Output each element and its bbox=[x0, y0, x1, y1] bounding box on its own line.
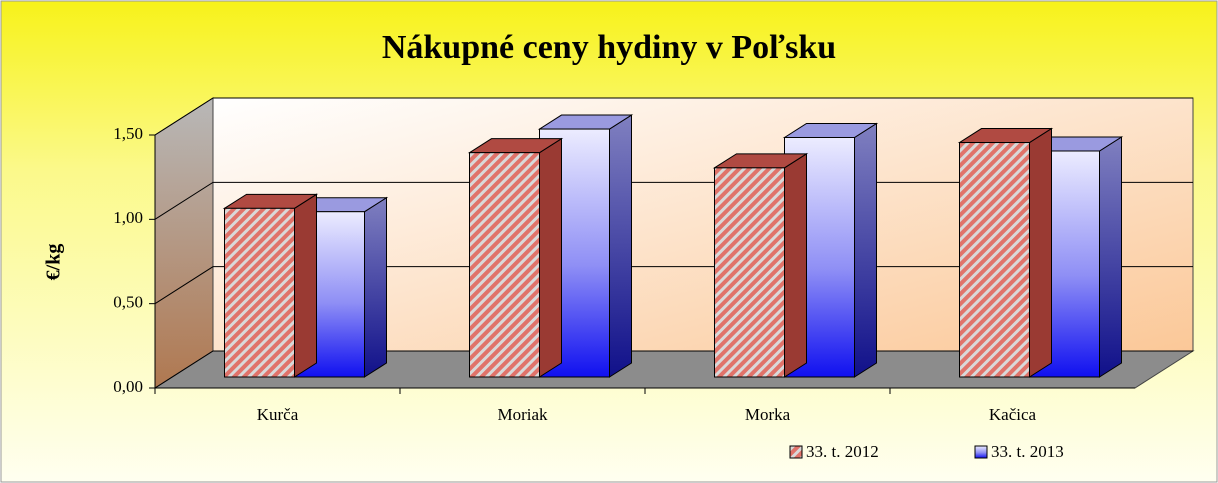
bar-side bbox=[364, 196, 387, 378]
x-tick-label: Kačica bbox=[989, 405, 1037, 424]
y-axis-label: €/kg bbox=[43, 244, 65, 281]
bar-side bbox=[294, 193, 317, 378]
legend-label: 33. t. 2012 bbox=[806, 442, 879, 461]
y-tick-label: 0,50 bbox=[113, 293, 143, 312]
y-tick-label: 1,00 bbox=[113, 208, 143, 227]
bar bbox=[959, 142, 1030, 378]
chart-title: Nákupné ceny hydiny v Poľsku bbox=[382, 29, 836, 66]
bar-side bbox=[1029, 127, 1052, 378]
x-tick-label: Morka bbox=[745, 405, 791, 424]
bar bbox=[469, 152, 540, 378]
bar-side bbox=[854, 122, 877, 378]
left-wall bbox=[154, 97, 214, 389]
grid-line bbox=[154, 97, 1193, 136]
legend-swatch bbox=[789, 445, 803, 459]
bar-side bbox=[784, 152, 807, 378]
legend-swatch bbox=[974, 445, 988, 459]
bar bbox=[714, 167, 785, 378]
legend-label: 33. t. 2013 bbox=[991, 442, 1064, 461]
bar bbox=[224, 207, 295, 378]
bar-side bbox=[609, 114, 632, 378]
bar-side bbox=[1099, 136, 1122, 378]
y-tick-label: 1,50 bbox=[113, 124, 143, 143]
bar-side bbox=[539, 137, 562, 378]
y-tick-label: 0,00 bbox=[113, 377, 143, 396]
x-tick-label: Moriak bbox=[497, 405, 548, 424]
x-tick-label: Kurča bbox=[257, 405, 299, 424]
